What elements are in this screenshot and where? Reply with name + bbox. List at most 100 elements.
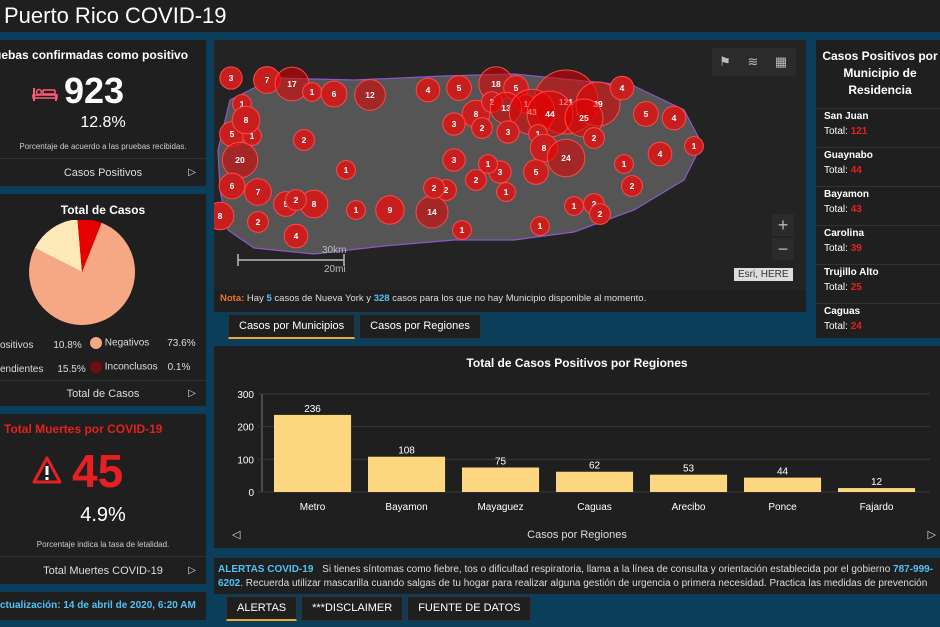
chart-footer[interactable]: ◁ Casos por Regiones ▷ [214,522,940,548]
case-circle[interactable] [589,203,611,225]
alertas-label: ALERTAS COVID-19 [218,564,314,575]
muertes-percent: 4.9% [80,504,126,526]
chevron-right-icon[interactable]: ▷ [188,167,196,178]
bar[interactable] [556,471,634,492]
case-circle[interactable] [583,127,605,149]
muertes-footer-label: Total Muertes COVID-19 [43,565,163,577]
y-tick-label: 300 [237,390,254,401]
positivos-percent: 12.8% [80,114,126,131]
case-circle[interactable] [546,138,586,178]
case-circle[interactable] [415,77,441,103]
chevron-right-icon[interactable]: ▷ [188,388,196,399]
case-circle[interactable] [346,200,366,220]
case-circle[interactable] [283,223,309,249]
case-circle[interactable] [621,175,643,197]
zoom-out-button[interactable]: − [772,238,794,260]
case-circle[interactable] [219,66,243,90]
case-circle[interactable] [375,195,405,225]
map-attribution: Esri, HERE [734,268,793,281]
case-circle[interactable] [496,120,520,144]
municipio-total: Total: 121 [824,126,868,137]
municipio-name: Guaynabo [824,150,873,161]
chevron-right-icon[interactable]: ▷ [927,529,936,541]
layers-icon[interactable]: ≋ [742,51,764,73]
case-circle[interactable] [496,182,516,202]
bookmark-icon[interactable]: ⚑ [714,51,736,73]
municipio-name: Caguas [824,306,861,317]
case-circle[interactable] [423,177,445,199]
case-circle[interactable] [354,79,386,111]
case-circle[interactable] [336,160,356,180]
case-circle-label: 1 [692,141,697,151]
total-casos-footer[interactable]: Total de Casos ▷ [0,380,206,406]
bar-chart: 300 200 100 0 236 Metro 108 Bayamon 75 Mayaguez 62… [237,390,930,513]
tab-alertas[interactable]: ALERTAS [226,596,298,621]
muertes-footer[interactable]: Total Muertes COVID-19 ▷ [0,556,206,584]
case-circle[interactable] [446,75,472,101]
chevron-right-icon[interactable]: ▷ [188,565,196,576]
case-circle[interactable] [214,201,235,231]
case-circle[interactable] [633,101,659,127]
case-circle[interactable] [293,129,315,151]
case-circle[interactable] [218,172,246,200]
bar[interactable] [650,474,728,492]
case-circle[interactable] [684,136,704,156]
case-circle[interactable] [442,112,466,136]
zoom-in-button[interactable]: + [772,214,794,236]
municipio-item[interactable]: Trujillo Alto Total: 25 [816,264,940,302]
case-circle[interactable] [661,105,687,131]
case-circle[interactable] [471,117,493,139]
bar[interactable] [744,477,822,492]
note-label: Nota: [220,293,245,304]
case-circle-label: 3 [229,73,234,83]
case-circle[interactable] [452,220,472,240]
bar[interactable] [838,488,916,492]
tab-casos-municipios[interactable]: Casos por Municipios [228,314,356,339]
municipio-total: Total: 24 [824,321,862,332]
municipio-item[interactable]: Guaynabo Total: 44 [816,147,940,185]
tab-disclaimer[interactable]: ***DISCLAIMER [301,596,404,621]
case-circle[interactable] [442,148,466,172]
positivos-footer[interactable]: Casos Positivos ▷ [0,158,206,186]
scale-km: 30km [322,245,346,256]
case-circle[interactable] [523,159,549,185]
bar[interactable] [274,414,352,492]
case-circle[interactable] [530,216,550,236]
municipio-item[interactable]: Carolina Total: 39 [816,225,940,263]
municipio-item[interactable]: Bayamon Total: 43 [816,186,940,224]
case-circle[interactable] [478,154,498,174]
case-circle[interactable] [285,189,307,211]
chevron-left-icon[interactable]: ◁ [232,529,241,541]
app-title: Puerto Rico COVID-19 [4,3,227,28]
case-circle-label: 1 [240,99,245,109]
case-circle-label: 1 [310,87,315,97]
case-circle-label: 25 [579,113,589,123]
case-circle-label: 2 [474,175,479,185]
tab-casos-regiones[interactable]: Casos por Regiones [359,314,481,339]
qr-code-icon[interactable]: ▦ [770,51,792,73]
map-view[interactable]: 3717161214581851213121394344254545183231… [214,40,806,290]
case-circle[interactable] [244,178,272,206]
pie-slice-positivos [77,220,102,272]
case-circle[interactable] [609,75,635,101]
total-casos-pie [29,220,136,326]
municipio-item[interactable]: San Juan Total: 121 [816,108,940,146]
municipio-total: Total: 25 [824,282,862,293]
municipio-item[interactable]: Caguas Total: 24 [816,303,940,338]
case-circle[interactable] [247,211,269,233]
tab-fuente-datos[interactable]: FUENTE DE DATOS [407,596,532,621]
municipio-name: Bayamon [824,189,870,200]
case-circle[interactable] [231,105,261,135]
case-circle[interactable] [320,80,348,108]
case-circle[interactable] [465,169,487,191]
positivos-count: 923 [64,70,125,111]
municipio-total: Total: 43 [824,204,862,215]
case-circle-label: 2 [444,185,449,195]
bar[interactable] [462,467,540,493]
bar[interactable] [368,456,446,492]
case-circle[interactable] [614,154,634,174]
case-circle-label: 2 [302,135,307,145]
case-circle[interactable] [647,141,673,167]
case-circle-label: 5 [457,83,462,93]
case-circle-label: 12 [365,90,375,100]
